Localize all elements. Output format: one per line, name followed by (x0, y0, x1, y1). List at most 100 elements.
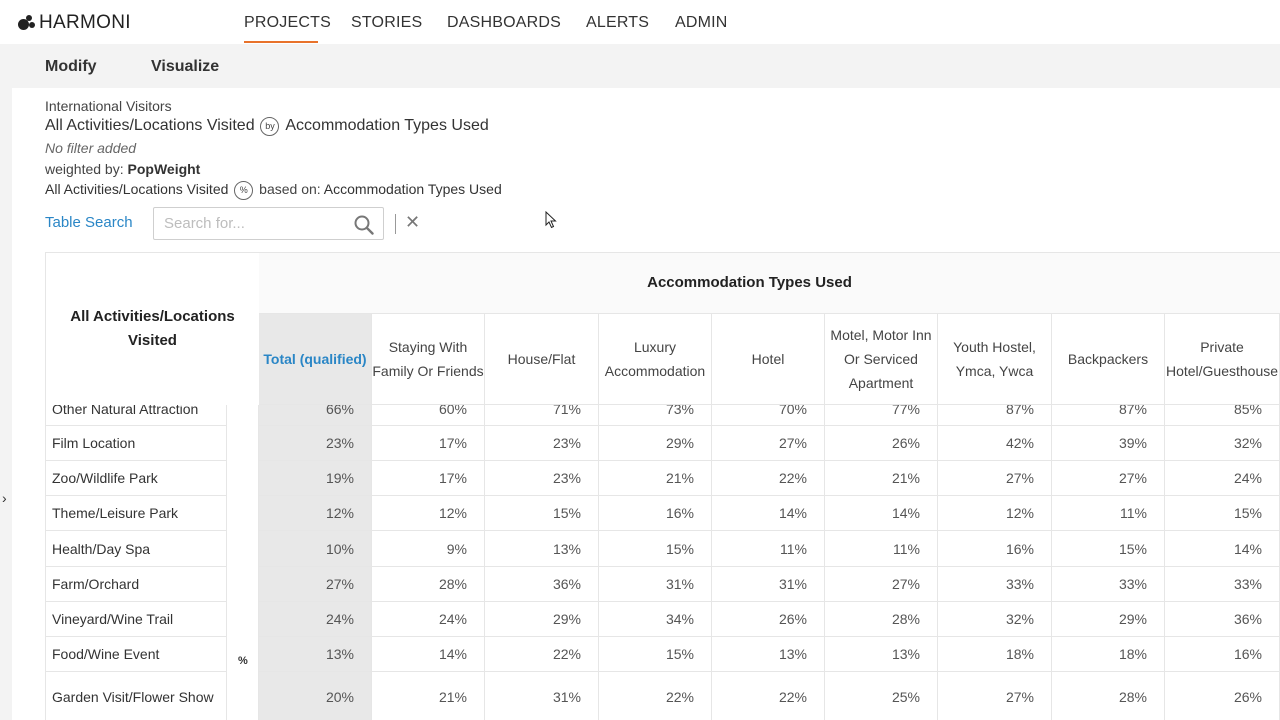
table-cell: 18% (1052, 637, 1165, 671)
column-header-total[interactable]: Total (qualified) (259, 314, 372, 405)
table-cell: 31% (599, 567, 712, 601)
top-nav: HARMONI PROJECTS STORIES DASHBOARDS ALER… (0, 0, 1280, 44)
pct-row-variable: All Activities/Locations Visited (45, 181, 229, 198)
table-cell: 24% (372, 602, 485, 636)
table-cell: 15% (485, 496, 599, 530)
collapsed-sidebar[interactable] (0, 44, 12, 720)
table-cell-total: 66% (259, 405, 372, 425)
weighted-label: weighted by: (45, 161, 124, 177)
column-header[interactable]: Hotel (712, 314, 825, 405)
logo-mark-icon (18, 15, 36, 31)
table-cell: 14% (1165, 531, 1280, 566)
close-icon[interactable]: ✕ (405, 212, 421, 232)
table-cell: 87% (938, 405, 1052, 425)
table-cell: 11% (825, 531, 938, 566)
table-cell: 17% (372, 461, 485, 495)
table-cell: 31% (485, 672, 599, 720)
table-cell: 14% (712, 496, 825, 530)
table-row: Farm/Orchard 27% 28% 36% 31% 31% 27% 33% 33% 33% (45, 567, 1280, 602)
table-cell: 21% (825, 461, 938, 495)
column-header[interactable]: Private Hotel/Guesthouse (1165, 314, 1280, 405)
column-header[interactable]: House/Flat (485, 314, 599, 405)
table-row: Film Location 23% 17% 23% 29% 27% 26% 42% 39% 32% (45, 426, 1280, 461)
column-header[interactable]: Luxury Accommodation (599, 314, 712, 405)
based-on-label: based on: (259, 181, 321, 198)
table-cell: 13% (485, 531, 599, 566)
table-cell: 27% (938, 672, 1052, 720)
table-cell: 87% (1052, 405, 1165, 425)
table-cell: 22% (712, 461, 825, 495)
row-label: Film Location (45, 426, 227, 460)
modify-button[interactable]: Modify (45, 58, 97, 75)
row-label: Health/Day Spa (45, 531, 227, 566)
table-search-label[interactable]: Table Search (45, 214, 133, 231)
table-cell: 33% (938, 567, 1052, 601)
table-row: Theme/Leisure Park 12% 12% 15% 16% 14% 14% 12% 1… (45, 496, 1280, 531)
table-cell: 42% (938, 426, 1052, 460)
table-cell: 32% (1165, 426, 1280, 460)
based-on-value: Accommodation Types Used (323, 181, 502, 198)
table-cell: 27% (1052, 461, 1165, 495)
table-cell: 14% (825, 496, 938, 530)
table-cell: 32% (938, 602, 1052, 636)
column-header[interactable]: Backpackers (1052, 314, 1165, 405)
table-cell: 14% (372, 637, 485, 671)
table-cell: 23% (485, 461, 599, 495)
table-cell: 27% (938, 461, 1052, 495)
harmoni-logo[interactable]: HARMONI (18, 12, 131, 34)
table-cell: 22% (485, 637, 599, 671)
nav-active-underline (244, 41, 318, 43)
nav-dashboards[interactable]: DASHBOARDS (447, 14, 562, 31)
table-cell: 27% (825, 567, 938, 601)
table-cell: 16% (599, 496, 712, 530)
nav-projects[interactable]: PROJECTS (244, 14, 331, 31)
row-label: Garden Visit/Flower Show (45, 672, 227, 720)
search-input[interactable] (154, 208, 344, 239)
table-cell: 26% (712, 602, 825, 636)
table-cell: 71% (485, 405, 599, 425)
table-cell: 11% (712, 531, 825, 566)
column-header[interactable]: Youth Hostel, Ymca, Ywca (938, 314, 1052, 405)
percent-base-line: All Activities/Locations Visited % based… (45, 181, 502, 200)
table-cell-total: 13% (259, 637, 372, 671)
table-cell: 15% (1165, 496, 1280, 530)
table-cell: 25% (825, 672, 938, 720)
row-label: Zoo/Wildlife Park (45, 461, 227, 495)
measure-label: % (238, 655, 248, 667)
table-cell: 13% (825, 637, 938, 671)
table-cell: 28% (372, 567, 485, 601)
table-cell: 77% (825, 405, 938, 425)
table-cell: 22% (712, 672, 825, 720)
table-row: Food/Wine Event 13% 14% 22% 15% 13% 13% 18% 18% 1… (45, 637, 1280, 672)
chevron-right-icon[interactable]: › (2, 490, 7, 506)
table-cell-total: 19% (259, 461, 372, 495)
nav-admin[interactable]: ADMIN (675, 14, 728, 31)
table-cell: 31% (712, 567, 825, 601)
table-cell: 15% (599, 531, 712, 566)
nav-stories[interactable]: STORIES (351, 14, 423, 31)
search-icon[interactable] (354, 215, 374, 235)
table-cell: 36% (485, 567, 599, 601)
table-cell-total: 20% (259, 672, 372, 720)
table-cell: 16% (938, 531, 1052, 566)
table-cell: 29% (599, 426, 712, 460)
table-cell: 12% (938, 496, 1052, 530)
table-cell: 33% (1165, 567, 1280, 601)
toolbar: Modify Visualize (12, 44, 1280, 88)
table-cell: 24% (1165, 461, 1280, 495)
table-cell: 13% (712, 637, 825, 671)
table-cell: 70% (712, 405, 825, 425)
column-header[interactable]: Staying With Family Or Friends (372, 314, 485, 405)
table-title: All Activities/Locations Visited by Acco… (45, 117, 489, 136)
nav-alerts[interactable]: ALERTS (586, 14, 650, 31)
visualize-button[interactable]: Visualize (151, 58, 220, 75)
column-header[interactable]: Motel, Motor Inn Or Serviced Apartment (825, 314, 938, 405)
percent-badge-icon: % (234, 181, 254, 200)
row-variable: All Activities/Locations Visited (45, 117, 255, 135)
table-cell: 12% (372, 496, 485, 530)
table-cell: 73% (599, 405, 712, 425)
brand-name: HARMONI (39, 12, 131, 33)
table-cell-total: 10% (259, 531, 372, 566)
table-row: Zoo/Wildlife Park 19% 17% 23% 21% 22% 21% 27% 27… (45, 461, 1280, 496)
search-divider (395, 214, 396, 234)
